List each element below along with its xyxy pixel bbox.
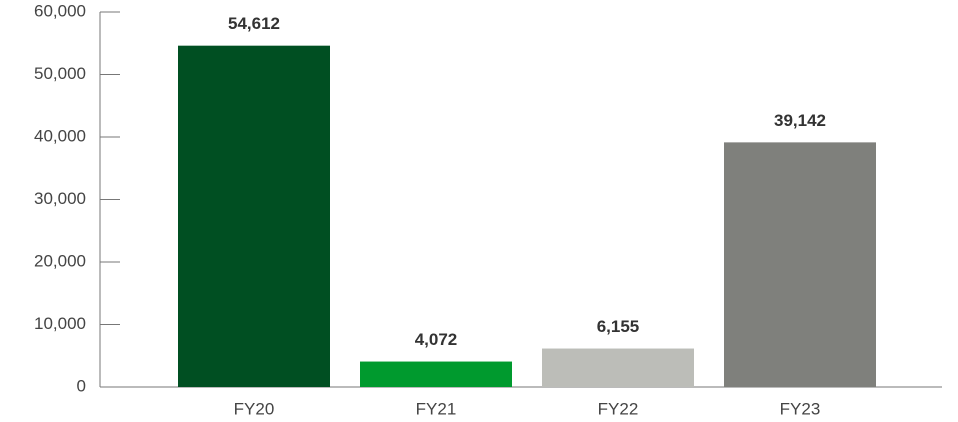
bar [178, 45, 330, 388]
x-tick-label: FY23 [780, 399, 821, 418]
y-tick-label: 10,000 [34, 314, 86, 333]
bar [542, 348, 694, 387]
x-tick-label: FY21 [416, 399, 457, 418]
y-tick-label: 60,000 [34, 1, 86, 20]
y-tick-label: 0 [77, 376, 86, 395]
value-label: 54,612 [228, 14, 280, 33]
y-tick-label: 30,000 [34, 189, 86, 208]
y-tick-label: 50,000 [34, 64, 86, 83]
value-label: 6,155 [597, 317, 640, 336]
bar [724, 142, 876, 387]
y-tick-label: 20,000 [34, 251, 86, 270]
x-tick-label: FY20 [234, 399, 275, 418]
bar [360, 361, 512, 387]
value-label: 39,142 [774, 111, 826, 130]
x-tick-label: FY22 [598, 399, 639, 418]
value-label: 4,072 [415, 330, 458, 349]
y-tick-label: 40,000 [34, 126, 86, 145]
